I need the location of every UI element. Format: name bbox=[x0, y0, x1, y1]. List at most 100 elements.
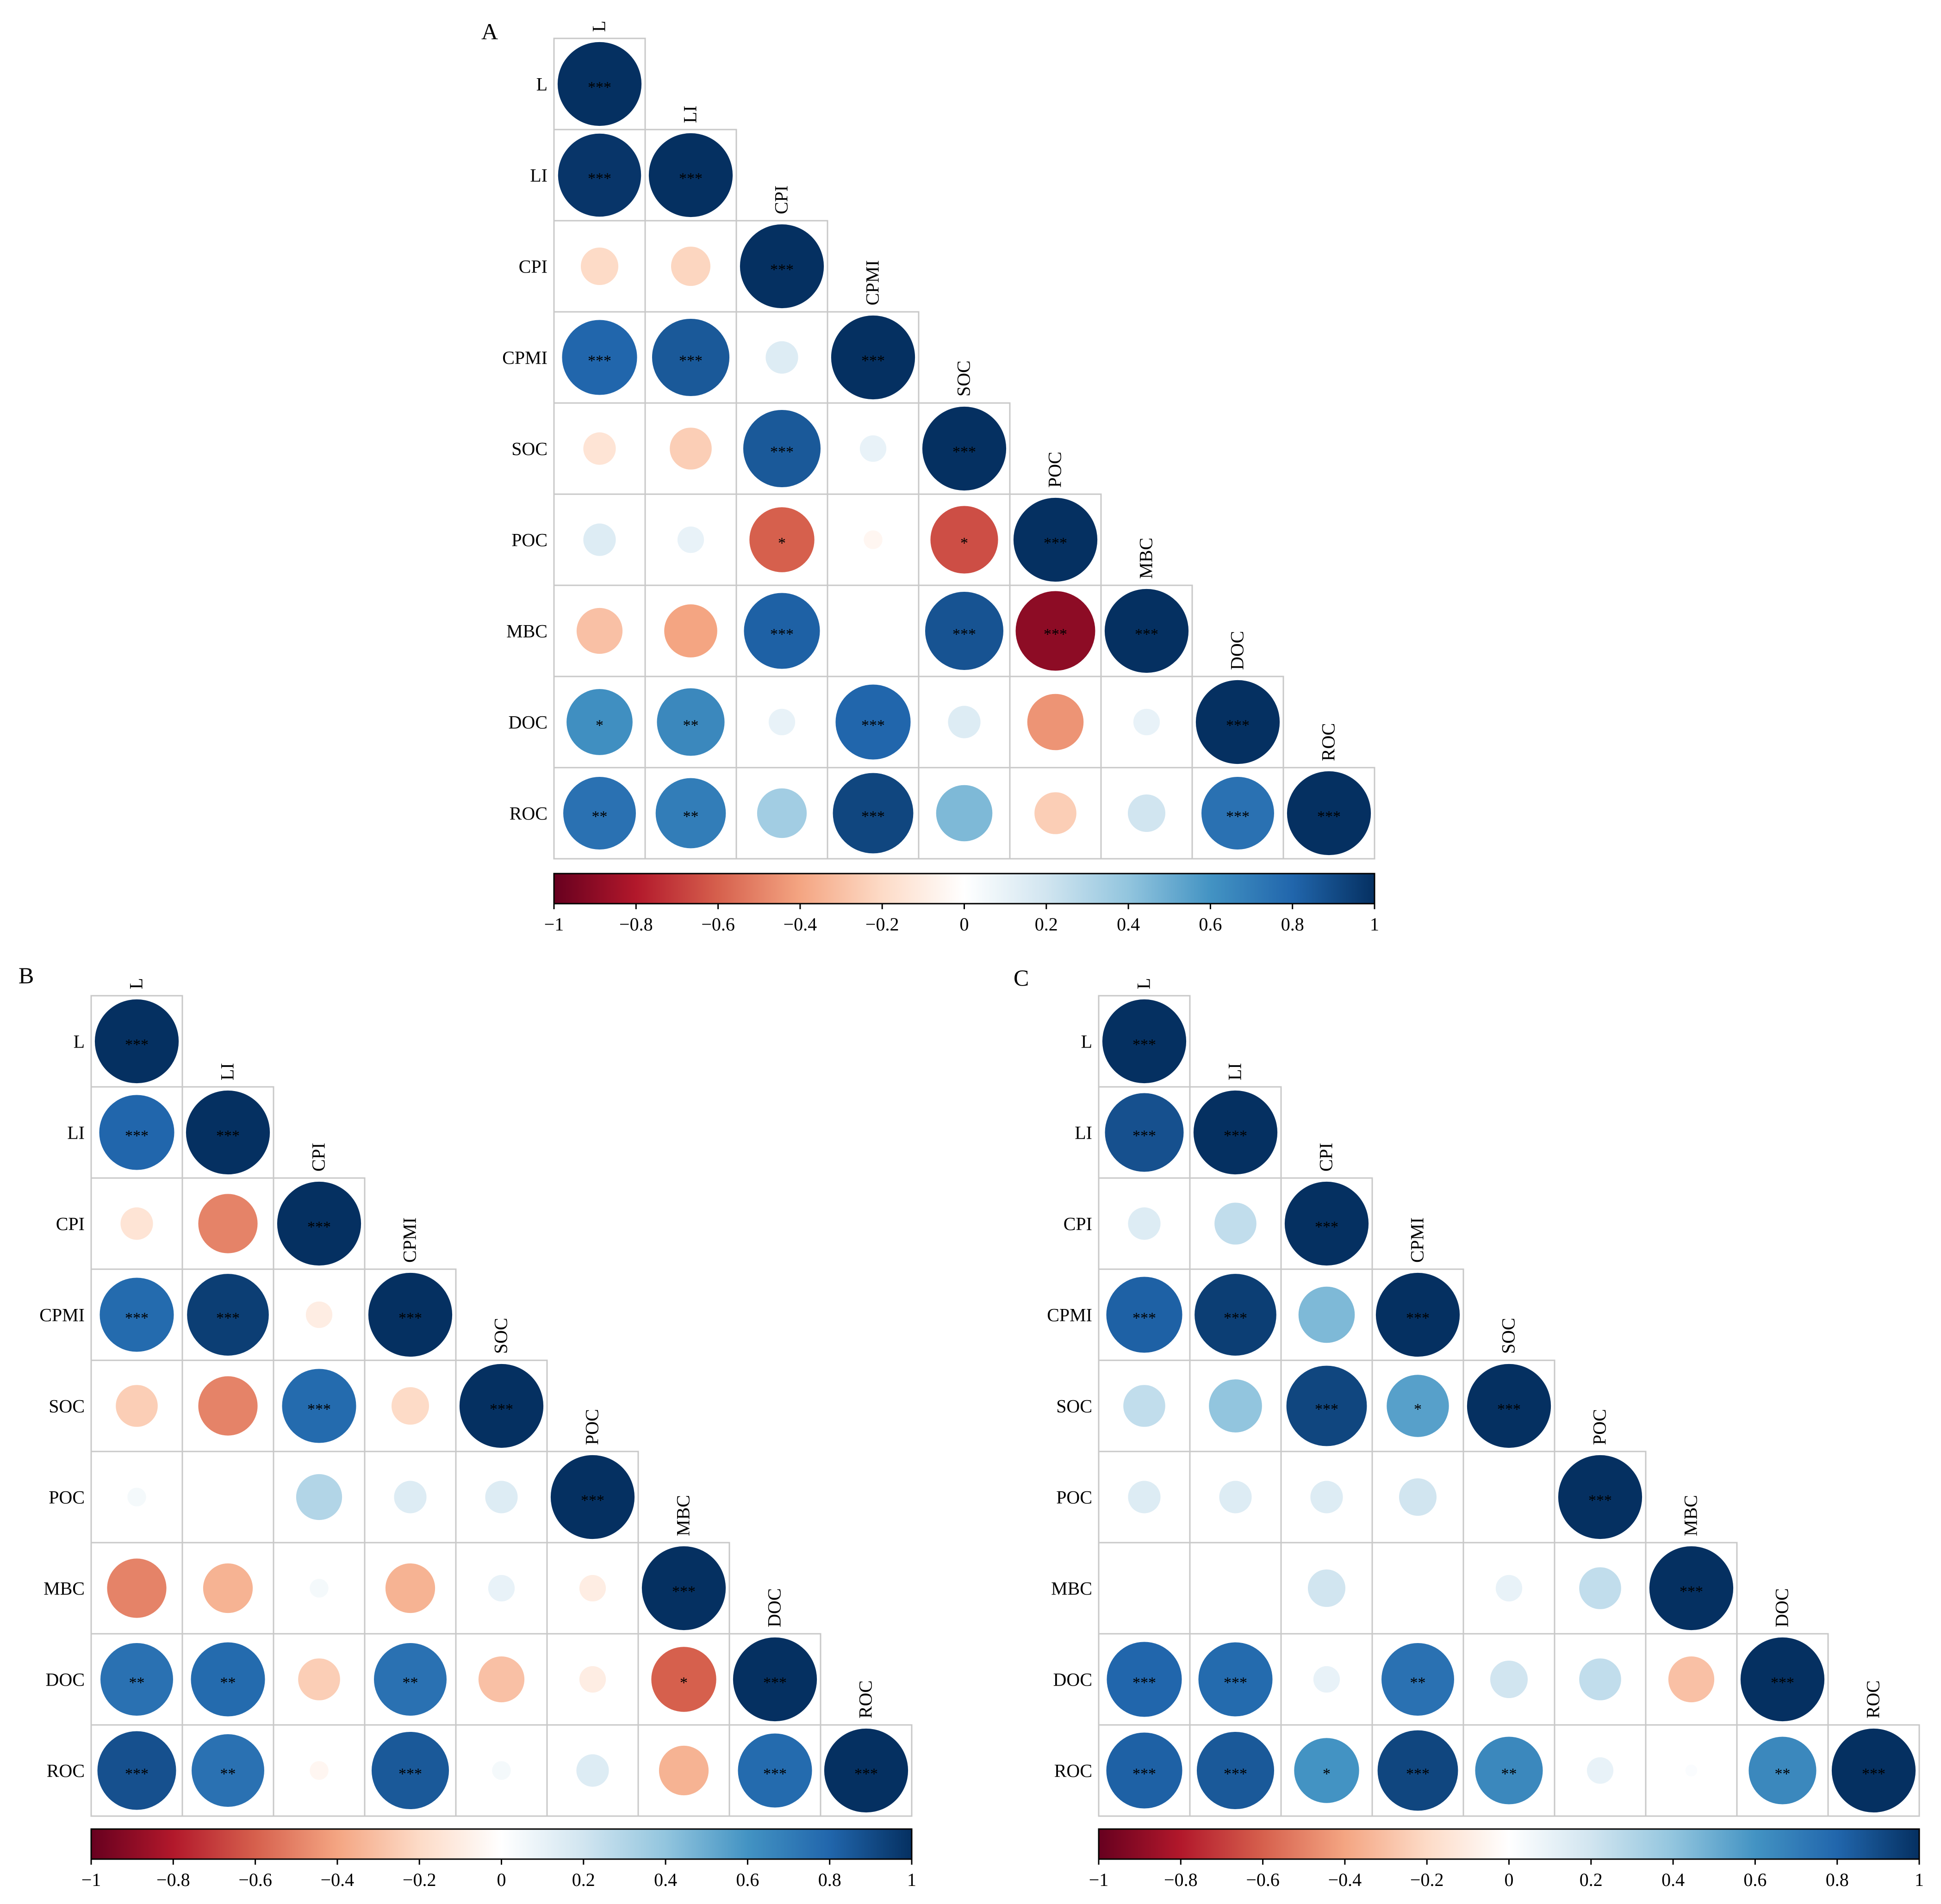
corr-circle-p1-6-3 bbox=[385, 1563, 435, 1613]
colorbar-tick-label-p0-8: 0.6 bbox=[1199, 914, 1222, 935]
grid-cell bbox=[1098, 1542, 1191, 1635]
corr-circle-p0-8-3 bbox=[833, 773, 914, 854]
col-label-p0-7: DOC bbox=[1227, 631, 1248, 670]
corr-circle-p1-6-4 bbox=[488, 1575, 515, 1602]
sig-label-p1-4-4: *** bbox=[490, 1401, 513, 1418]
corr-circle-p2-5-0 bbox=[1128, 1481, 1161, 1513]
corr-circle-p1-5-4 bbox=[485, 1481, 518, 1513]
row-label-p1-7: DOC bbox=[46, 1669, 85, 1690]
corr-circle-p2-4-0 bbox=[1123, 1385, 1165, 1427]
row-label-p2-3: CPMI bbox=[1047, 1305, 1092, 1326]
col-label-p2-7: DOC bbox=[1772, 1588, 1792, 1627]
colorbar-tick-label-p2-7: 0.4 bbox=[1661, 1869, 1685, 1890]
corr-circle-p1-6-0 bbox=[107, 1558, 167, 1618]
corr-circle-p0-5-2 bbox=[749, 507, 815, 572]
sig-label-p2-1-0: *** bbox=[1132, 1128, 1156, 1145]
corr-circle-p1-6-1 bbox=[203, 1563, 253, 1613]
col-label-p0-8: ROC bbox=[1318, 723, 1339, 761]
corr-circle-p2-2-0 bbox=[1128, 1207, 1161, 1240]
sig-label-p0-8-7: *** bbox=[1226, 808, 1250, 825]
corr-circle-p2-8-7 bbox=[1748, 1737, 1817, 1805]
sig-label-p2-7-0: *** bbox=[1132, 1675, 1156, 1692]
col-label-p2-4: SOC bbox=[1498, 1318, 1519, 1354]
corr-circle-p2-3-1 bbox=[1194, 1274, 1276, 1356]
sig-label-p2-7-7: *** bbox=[1771, 1675, 1794, 1692]
corr-circle-p1-1-1 bbox=[186, 1090, 270, 1175]
corr-circle-p2-7-2 bbox=[1313, 1666, 1340, 1693]
corr-circle-p0-7-3 bbox=[835, 684, 911, 760]
corr-circle-p0-8-0 bbox=[563, 777, 636, 850]
corr-circle-p0-2-2 bbox=[740, 224, 824, 309]
panel-label: B bbox=[19, 962, 34, 988]
sig-label-p2-0-0: *** bbox=[1132, 1036, 1156, 1054]
colorbar bbox=[1098, 1828, 1920, 1860]
sig-label-p0-3-1: *** bbox=[679, 353, 703, 370]
corr-circle-p2-2-2 bbox=[1284, 1181, 1369, 1266]
col-label-p0-6: MBC bbox=[1136, 538, 1157, 579]
colorbar-tick-label-p2-5: 0 bbox=[1505, 1869, 1514, 1890]
sig-label-p2-3-3: *** bbox=[1406, 1310, 1430, 1327]
sig-label-p0-8-8: *** bbox=[1317, 808, 1341, 825]
corr-circle-p1-6-5 bbox=[579, 1575, 606, 1602]
sig-label-p1-4-2: *** bbox=[307, 1401, 331, 1418]
colorbar-tick-label-p0-7: 0.4 bbox=[1117, 914, 1140, 935]
corr-circle-p0-4-3 bbox=[859, 435, 887, 462]
row-label-p1-2: CPI bbox=[56, 1214, 85, 1234]
colorbar-tick-label-p0-0: −1 bbox=[544, 914, 564, 935]
corr-circle-p2-6-6 bbox=[1649, 1546, 1734, 1631]
corr-circle-p2-5-5 bbox=[1558, 1455, 1642, 1539]
sig-label-p0-7-3: *** bbox=[861, 717, 885, 734]
corr-circle-p0-7-0 bbox=[566, 689, 633, 755]
col-label-p0-2: CPI bbox=[771, 186, 792, 214]
corr-circle-p0-3-1 bbox=[652, 318, 730, 397]
corr-circle-p2-7-4 bbox=[1490, 1660, 1528, 1699]
corr-circle-p2-8-4 bbox=[1475, 1737, 1543, 1805]
corr-circle-p0-3-0 bbox=[562, 320, 637, 395]
corr-circle-p2-8-1 bbox=[1196, 1731, 1275, 1810]
colorbar-tick-label-p1-9: 0.8 bbox=[818, 1869, 841, 1890]
sig-label-p2-3-0: *** bbox=[1132, 1310, 1156, 1327]
corr-circle-p2-4-1 bbox=[1209, 1379, 1262, 1433]
corr-circle-p0-8-8 bbox=[1287, 771, 1371, 856]
corr-circle-p1-3-2 bbox=[305, 1301, 333, 1328]
row-label-p1-8: ROC bbox=[47, 1761, 85, 1781]
colorbar-tick-label-p0-10: 1 bbox=[1370, 914, 1379, 935]
sig-label-p1-3-0: *** bbox=[125, 1310, 149, 1327]
colorbar-tick-label-p1-8: 0.6 bbox=[736, 1869, 759, 1890]
corr-circle-p1-3-1 bbox=[187, 1274, 269, 1356]
corr-circle-p0-5-0 bbox=[583, 523, 616, 556]
sig-label-p0-7-1: ** bbox=[683, 717, 699, 734]
corr-circle-p2-3-2 bbox=[1298, 1286, 1355, 1343]
corr-circle-p0-6-1 bbox=[664, 604, 717, 657]
corr-circle-p2-0-0 bbox=[1102, 999, 1187, 1084]
row-label-p2-8: ROC bbox=[1054, 1761, 1092, 1781]
corr-circle-p2-8-2 bbox=[1294, 1738, 1359, 1803]
row-label-p1-5: POC bbox=[49, 1487, 85, 1508]
corr-circle-p1-8-2 bbox=[310, 1761, 329, 1780]
sig-label-p0-0-0: *** bbox=[588, 79, 611, 96]
colorbar-tick-label-p2-0: −1 bbox=[1089, 1869, 1109, 1890]
corr-circle-p2-8-8 bbox=[1831, 1728, 1916, 1813]
sig-label-p2-3-1: *** bbox=[1224, 1310, 1247, 1327]
corr-circle-p0-6-0 bbox=[576, 608, 623, 654]
corr-circle-p1-5-2 bbox=[296, 1474, 342, 1520]
corr-circle-p0-8-7 bbox=[1201, 777, 1274, 850]
row-label-p0-1: LI bbox=[530, 165, 547, 186]
colorbar-tick-label-p1-3: −0.4 bbox=[321, 1869, 355, 1890]
corr-circle-p2-6-2 bbox=[1307, 1569, 1346, 1607]
sig-label-p1-8-7: *** bbox=[763, 1766, 787, 1783]
corr-circle-p1-6-2 bbox=[310, 1579, 329, 1598]
corr-circle-p1-4-3 bbox=[391, 1387, 429, 1425]
corr-circle-p0-8-5 bbox=[1034, 792, 1076, 834]
corr-circle-p1-0-0 bbox=[94, 999, 179, 1084]
grid-cell bbox=[820, 1724, 913, 1817]
corr-circle-p1-7-6 bbox=[651, 1647, 716, 1712]
sig-label-p1-3-3: *** bbox=[398, 1310, 422, 1327]
row-label-p1-4: SOC bbox=[49, 1396, 85, 1417]
corr-circle-p0-7-5 bbox=[1027, 694, 1084, 750]
corr-circle-p0-5-3 bbox=[864, 530, 883, 549]
sig-label-p2-4-3: * bbox=[1414, 1401, 1422, 1418]
col-label-p2-0: L bbox=[1133, 978, 1154, 989]
corr-circle-p2-3-3 bbox=[1375, 1272, 1460, 1357]
colorbar-tick-label-p1-4: −0.2 bbox=[403, 1869, 436, 1890]
